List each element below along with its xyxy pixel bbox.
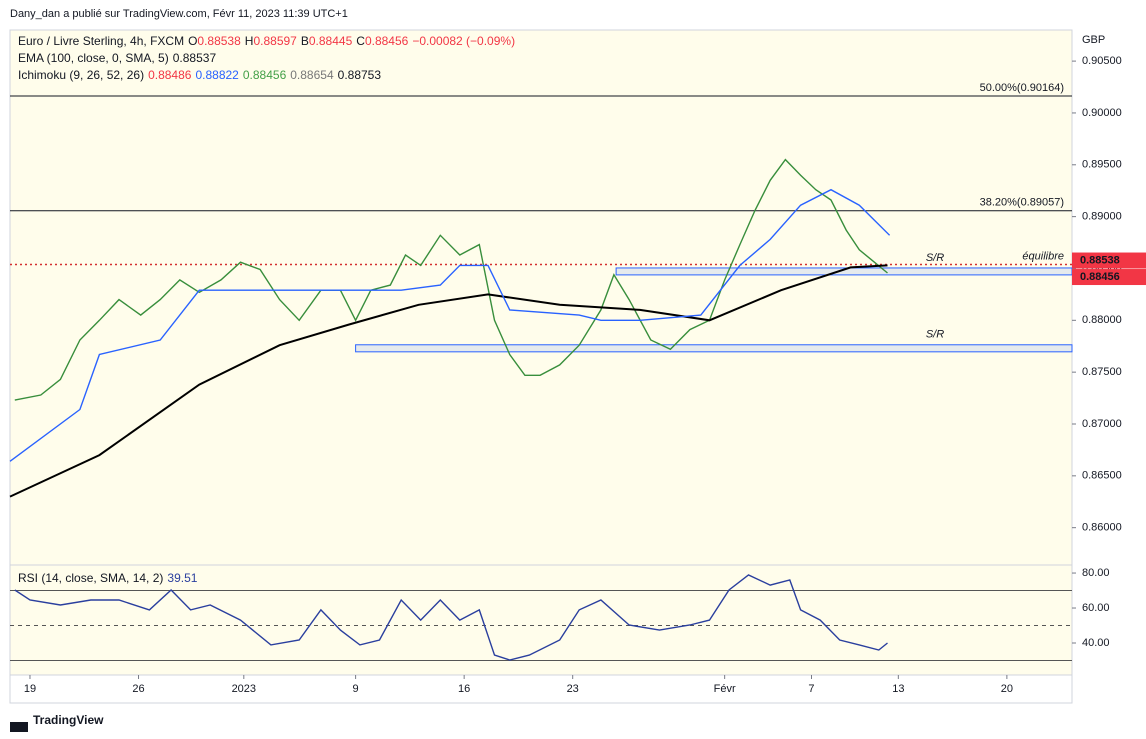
readout-label: C bbox=[356, 34, 365, 48]
x-tick-label: 13 bbox=[892, 683, 904, 695]
publisher: Dany_dan a publié sur TradingView.com, F… bbox=[10, 8, 348, 20]
legend-name: Euro / Livre Sterling, 4h, FXCM bbox=[18, 34, 185, 48]
legend-name: RSI (14, close, SMA, 14, 2) bbox=[18, 571, 164, 585]
logo bbox=[10, 722, 28, 732]
readout-label: B bbox=[300, 34, 309, 48]
level-label: 38.20%(0.89057) bbox=[980, 197, 1064, 209]
readout-label: O bbox=[188, 34, 198, 48]
legend: Euro / Livre Sterling, 4h, FXCM O0.88538 H… bbox=[18, 34, 519, 85]
x-tick-label: 19 bbox=[24, 683, 36, 695]
readout-value: 39.51 bbox=[167, 571, 198, 585]
y-tick-label: 80.00 bbox=[1082, 567, 1110, 579]
readout-value: −0.00082 (−0.09%) bbox=[412, 34, 516, 48]
x-tick-label: 9 bbox=[353, 683, 359, 695]
plot-background bbox=[9, 29, 1073, 566]
readout-label: H bbox=[244, 34, 254, 48]
readout-value: 0.88537 bbox=[172, 51, 217, 65]
price-label-box bbox=[1072, 269, 1146, 286]
readout-value: 0.88654 bbox=[290, 68, 334, 82]
price-label: 0.88456 bbox=[1080, 271, 1120, 283]
level-label: équilibre bbox=[1022, 250, 1064, 262]
y-tick-label: 0.90500 bbox=[1082, 55, 1122, 67]
x-tick-label: 2023 bbox=[232, 683, 256, 695]
x-axis bbox=[9, 674, 1073, 704]
y-tick-label: 0.89500 bbox=[1082, 159, 1122, 171]
x-tick-label: 20 bbox=[1001, 683, 1013, 695]
price-label-box bbox=[1072, 252, 1146, 269]
legend-name: Ichimoku (9, 26, 52, 26) bbox=[18, 68, 145, 82]
y-tick-label: 0.87500 bbox=[1082, 366, 1122, 378]
legend-row: Euro / Livre Sterling, 4h, FXCM O0.88538 H… bbox=[18, 34, 519, 51]
readout-value: 0.88822 bbox=[195, 68, 239, 82]
price-label: 0.88538 bbox=[1080, 254, 1120, 266]
y-tick-label: 0.86000 bbox=[1082, 522, 1122, 534]
brand: TradingView bbox=[33, 713, 104, 727]
series-line bbox=[9, 188, 891, 462]
y-tick-label: 40.00 bbox=[1082, 637, 1110, 649]
y-tick-label: 60.00 bbox=[1082, 602, 1110, 614]
readout-value: 0.88753 bbox=[337, 68, 382, 82]
legend-row: Ichimoku (9, 26, 52, 26) 0.88486 0.88822 0.… bbox=[18, 68, 519, 85]
series-line bbox=[9, 264, 888, 498]
readout-value: 0.88597 bbox=[253, 34, 297, 48]
legend-row: RSI (14, close, SMA, 14, 2) 39.51 bbox=[18, 571, 201, 588]
readout-value: 0.88486 bbox=[148, 68, 192, 82]
sr-label: S/R bbox=[926, 329, 944, 341]
y-tick-label: 0.90000 bbox=[1082, 107, 1122, 119]
sr-label: S/R bbox=[926, 252, 944, 264]
series-line bbox=[14, 574, 888, 661]
y-tick-label: 0.89000 bbox=[1082, 211, 1122, 223]
x-tick-label: Févr bbox=[714, 683, 736, 695]
x-tick-label: 26 bbox=[132, 683, 144, 695]
series-line bbox=[14, 158, 888, 401]
x-tick-label: 7 bbox=[808, 683, 814, 695]
legend-row: EMA (100, close, 0, SMA, 5) 0.88537 bbox=[18, 51, 519, 68]
x-tick-label: 16 bbox=[458, 683, 470, 695]
readout-value: 0.88456 bbox=[242, 68, 287, 82]
sr-zone bbox=[355, 344, 1073, 353]
x-tick-label: 23 bbox=[567, 683, 579, 695]
y-tick-label: 0.88000 bbox=[1082, 314, 1122, 326]
level-label: 50.00%(0.90164) bbox=[980, 82, 1064, 94]
readout-value: 0.88456 bbox=[364, 34, 409, 48]
readout-value: 0.88445 bbox=[308, 34, 353, 48]
legend-name: EMA (100, close, 0, SMA, 5) bbox=[18, 51, 169, 65]
rsi-legend: RSI (14, close, SMA, 14, 2) 39.51 bbox=[18, 571, 201, 588]
currency: GBP bbox=[1082, 34, 1105, 46]
readout-value: 0.88538 bbox=[197, 34, 241, 48]
y-tick-label: 0.86500 bbox=[1082, 470, 1122, 482]
y-tick-label: 0.87000 bbox=[1082, 418, 1122, 430]
